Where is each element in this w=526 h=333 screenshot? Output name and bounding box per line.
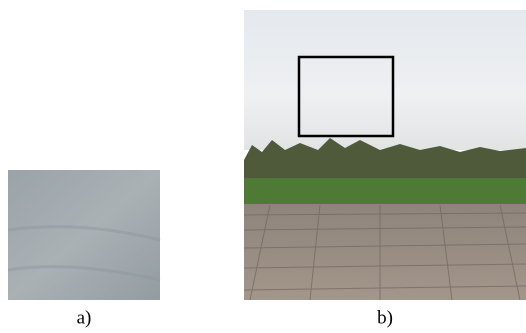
panel-label: b) [377,307,393,328]
figure: a) b) [0,0,526,333]
panel-b-image [244,10,526,300]
panel-a-image [8,170,160,300]
panel-label: a) [77,307,92,328]
